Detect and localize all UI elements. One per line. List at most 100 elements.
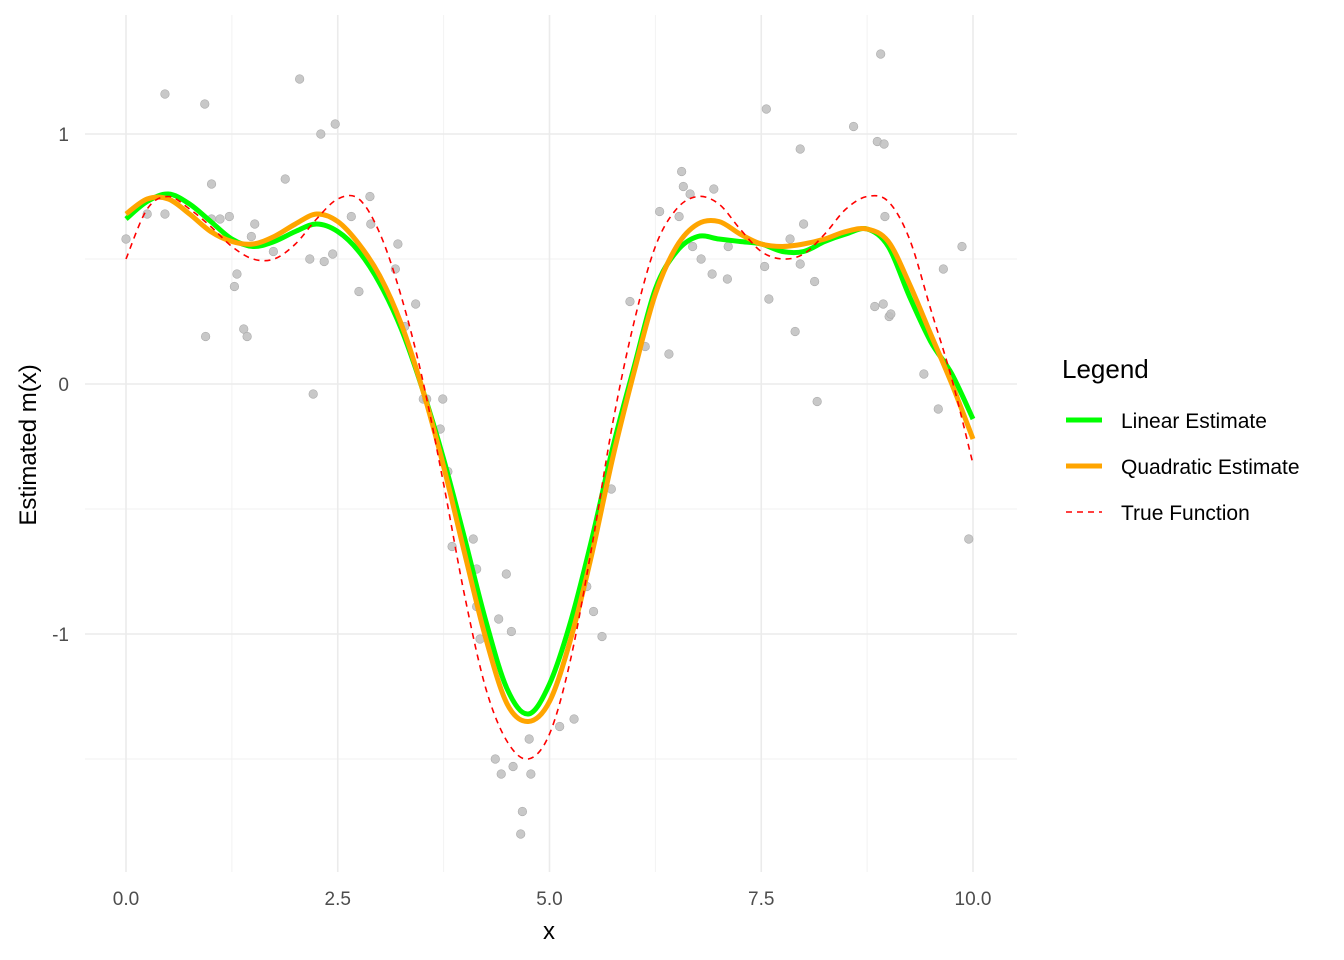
- data-point: [919, 369, 929, 379]
- data-point: [160, 209, 170, 219]
- legend-label-linear: Linear Estimate: [1121, 410, 1267, 433]
- data-point: [517, 806, 527, 817]
- data-point: [876, 49, 886, 59]
- grid: [85, 15, 1017, 872]
- data-point: [366, 219, 376, 229]
- data-point: [798, 219, 809, 229]
- data-point: [957, 241, 967, 252]
- data-point: [447, 541, 457, 552]
- data-point: [795, 259, 805, 269]
- data-point: [938, 264, 948, 274]
- data-point: [160, 89, 170, 99]
- data-point: [354, 286, 364, 297]
- data-point: [878, 299, 888, 309]
- data-point: [709, 184, 719, 194]
- data-point: [848, 121, 859, 132]
- data-point: [239, 324, 249, 334]
- data-point: [295, 74, 305, 84]
- data-point: [308, 389, 318, 399]
- data-point: [250, 219, 260, 229]
- data-point: [625, 296, 635, 307]
- data-point: [516, 829, 526, 839]
- data-point: [232, 269, 242, 279]
- data-point: [655, 206, 665, 217]
- y-tick-label: 0: [58, 375, 69, 396]
- data-point: [526, 769, 536, 779]
- data-point: [707, 269, 717, 279]
- x-tick-label: 5.0: [536, 889, 562, 910]
- data-point: [677, 166, 687, 177]
- data-point: [812, 396, 822, 407]
- data-point: [490, 754, 500, 764]
- data-point: [468, 534, 478, 544]
- series-line-true-function: [125, 194, 974, 760]
- data-point: [229, 281, 240, 292]
- data-point: [664, 349, 674, 359]
- data-point: [496, 769, 506, 779]
- data-point: [328, 249, 338, 259]
- x-tick-label: 2.5: [325, 889, 351, 910]
- data-point: [879, 139, 889, 149]
- y-tick-label: 1: [58, 125, 69, 146]
- data-point: [305, 254, 315, 264]
- data-point: [795, 144, 805, 154]
- data-point: [200, 99, 210, 109]
- data-point: [411, 299, 421, 309]
- y-tick-label: -1: [52, 625, 69, 646]
- series-lines: [124, 191, 976, 760]
- data-point: [224, 211, 234, 222]
- data-point: [524, 734, 534, 744]
- data-point: [569, 714, 579, 724]
- data-point: [365, 191, 375, 202]
- data-point: [688, 241, 698, 252]
- data-point: [790, 326, 800, 337]
- legend-label-quadratic: Quadratic Estimate: [1121, 456, 1300, 479]
- data-point: [722, 274, 732, 284]
- data-point: [508, 761, 518, 772]
- data-point: [723, 241, 733, 252]
- data-point: [933, 404, 943, 414]
- data-point: [674, 211, 684, 222]
- data-point: [242, 331, 252, 342]
- tick-labels: 0.0 2.5 5.0 7.5 10.0 -1 0 1: [52, 125, 991, 910]
- data-point: [964, 534, 974, 544]
- scatter-points: [121, 49, 974, 839]
- series-line-quadratic-estimate: [124, 194, 976, 725]
- legend-label-true: True Function: [1121, 502, 1250, 525]
- data-point: [121, 234, 131, 244]
- x-tick-label: 10.0: [955, 889, 992, 910]
- data-point: [588, 606, 599, 617]
- data-point: [215, 214, 225, 224]
- data-point: [501, 569, 511, 579]
- data-point: [696, 254, 706, 264]
- data-point: [438, 394, 448, 404]
- data-point: [393, 239, 403, 249]
- data-point: [764, 294, 774, 304]
- legend: Legend Linear Estimate Quadratic Estimat…: [1062, 354, 1300, 525]
- data-point: [597, 631, 607, 642]
- data-point: [346, 211, 356, 222]
- data-point: [678, 181, 688, 192]
- data-point: [810, 276, 820, 287]
- data-point: [880, 211, 890, 222]
- data-point: [555, 721, 565, 732]
- y-axis-title: Estimated m(x): [15, 364, 42, 525]
- data-point: [206, 179, 217, 189]
- x-axis-title: x: [543, 918, 555, 945]
- data-point: [760, 261, 770, 272]
- data-point: [330, 119, 340, 129]
- data-point: [319, 256, 329, 267]
- x-tick-label: 7.5: [748, 889, 774, 910]
- data-point: [316, 129, 326, 139]
- data-point: [761, 104, 771, 114]
- data-point: [870, 301, 880, 312]
- data-point: [494, 614, 504, 624]
- data-point: [268, 246, 278, 257]
- data-point: [785, 234, 795, 244]
- data-point: [201, 331, 211, 342]
- x-tick-label: 0.0: [113, 889, 139, 910]
- legend-title: Legend: [1062, 354, 1149, 384]
- data-point: [246, 231, 256, 242]
- data-point: [280, 174, 290, 184]
